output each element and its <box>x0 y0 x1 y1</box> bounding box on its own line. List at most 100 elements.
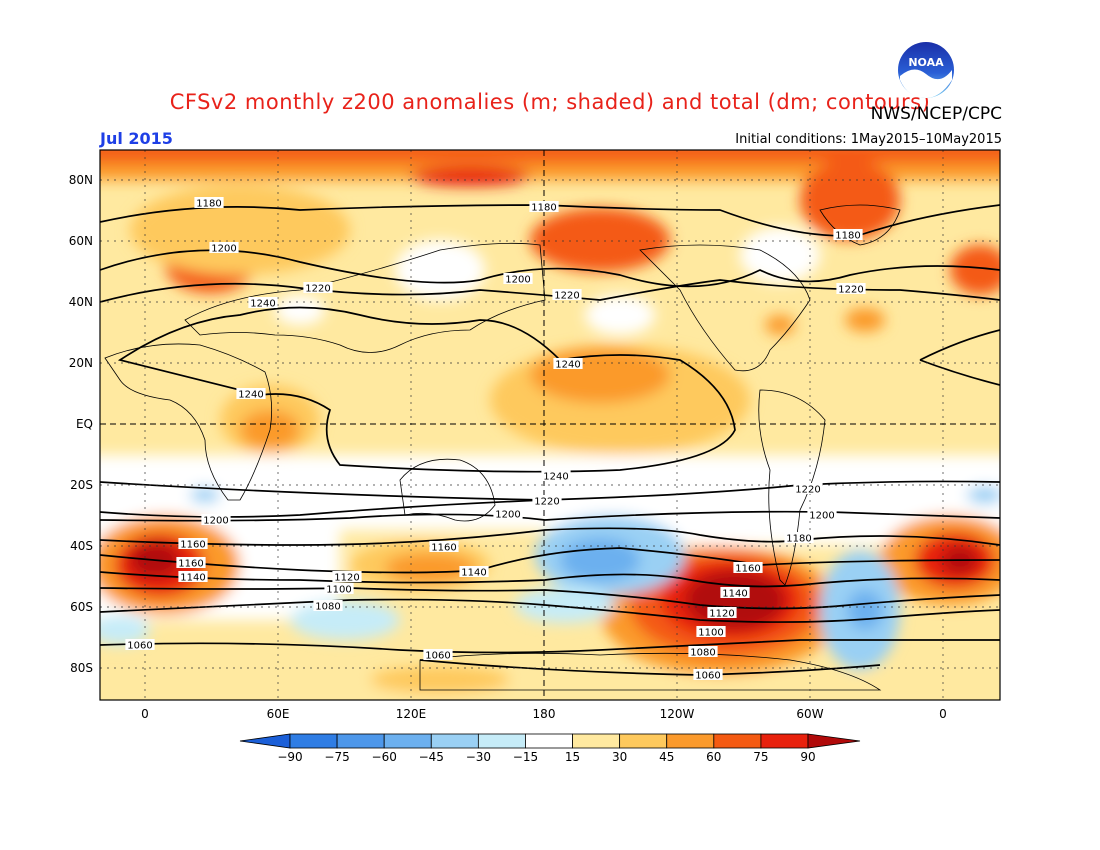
svg-text:1240: 1240 <box>238 390 263 401</box>
contour-label: 1200 <box>503 273 533 286</box>
colorbar-swatch <box>572 733 621 749</box>
contour-label: 1120 <box>707 607 737 620</box>
contour-label: 1160 <box>178 538 208 551</box>
svg-text:1240: 1240 <box>555 360 580 371</box>
colorbar-label: −15 <box>513 750 538 764</box>
lon-label: 60E <box>267 707 290 721</box>
height-contours <box>100 204 1000 676</box>
svg-text:1160: 1160 <box>178 559 203 570</box>
svg-text:1240: 1240 <box>543 472 568 483</box>
svg-text:1060: 1060 <box>425 651 450 662</box>
contour-label: 1240 <box>236 388 266 401</box>
contour-label: 1220 <box>793 483 823 496</box>
colorbar-label: 30 <box>612 750 627 764</box>
svg-text:1120: 1120 <box>709 609 734 620</box>
lon-label: 120W <box>660 707 695 721</box>
lat-label: 20S <box>70 478 93 492</box>
svg-text:1240: 1240 <box>250 299 275 310</box>
colorbar-label: 60 <box>706 750 721 764</box>
noaa-logo: NOAA <box>898 42 954 98</box>
colorbar-swatch <box>619 733 668 749</box>
contour-label: 1160 <box>176 557 206 570</box>
colorbar-label: −60 <box>372 750 397 764</box>
colorbar-label: 15 <box>565 750 580 764</box>
lon-label: 0 <box>939 707 947 721</box>
contour-label: 1220 <box>532 495 562 508</box>
svg-text:1220: 1220 <box>305 284 330 295</box>
contour-label: 1120 <box>332 571 362 584</box>
contour-label: 1200 <box>807 509 837 522</box>
svg-text:1220: 1220 <box>838 285 863 296</box>
colorbar-swatch <box>477 733 526 749</box>
contour-label: 1140 <box>459 566 489 579</box>
contour-label: 1240 <box>553 358 583 371</box>
contour-label: 1180 <box>529 201 559 214</box>
svg-text:1100: 1100 <box>326 585 351 596</box>
contour-label: 1240 <box>541 470 571 483</box>
svg-text:1180: 1180 <box>531 203 556 214</box>
svg-text:1140: 1140 <box>180 573 205 584</box>
colorbar-label: −45 <box>419 750 444 764</box>
colorbar-left-arrow <box>239 733 291 749</box>
svg-text:1060: 1060 <box>127 641 152 652</box>
svg-text:1220: 1220 <box>554 291 579 302</box>
contour-label: 1140 <box>720 587 750 600</box>
colorbar-label: 90 <box>800 750 815 764</box>
svg-text:1140: 1140 <box>461 568 486 579</box>
contour-label: 1180 <box>194 197 224 210</box>
contour-label: 1200 <box>201 514 231 527</box>
lat-label: 20N <box>69 356 93 370</box>
longitude-labels: 0 60E 120E 180 120W 60W 0 <box>141 707 947 721</box>
equator-dateline <box>100 150 1000 700</box>
svg-text:1160: 1160 <box>431 543 456 554</box>
colorbar-swatch <box>525 733 573 749</box>
svg-text:1180: 1180 <box>196 199 221 210</box>
svg-text:1200: 1200 <box>809 511 834 522</box>
graticule <box>100 150 1000 700</box>
colorbar-label: −30 <box>466 750 491 764</box>
contour-label: 1180 <box>784 532 814 545</box>
contour-label: 1100 <box>324 583 354 596</box>
colorbar-label: −75 <box>324 750 349 764</box>
contour-label: 1200 <box>493 508 523 521</box>
lat-label: 40S <box>70 539 93 553</box>
contour-label: 1080 <box>688 646 718 659</box>
lat-label: 80N <box>69 173 93 187</box>
colorbar-swatch <box>760 733 809 749</box>
map-frame <box>99 149 1001 701</box>
svg-text:1200: 1200 <box>495 510 520 521</box>
contour-label: 1160 <box>733 562 763 575</box>
colorbar-swatch <box>430 733 479 749</box>
lon-label: 60W <box>796 707 823 721</box>
svg-text:1060: 1060 <box>695 671 720 682</box>
forecast-month: Jul 2015 <box>100 129 173 148</box>
contour-label: 1160 <box>429 541 459 554</box>
colorbar-label: −90 <box>277 750 302 764</box>
lat-label: 40N <box>69 295 93 309</box>
svg-text:1220: 1220 <box>795 485 820 496</box>
svg-text:1080: 1080 <box>690 648 715 659</box>
noaa-logo-text: NOAA <box>908 56 944 69</box>
colorbar-label: 75 <box>753 750 768 764</box>
contour-label: 1080 <box>313 600 343 613</box>
lon-label: 0 <box>141 707 149 721</box>
colorbar-label: 45 <box>659 750 674 764</box>
colorbar-swatch <box>713 733 762 749</box>
svg-text:1200: 1200 <box>203 516 228 527</box>
lat-label: 60N <box>69 234 93 248</box>
svg-text:1100: 1100 <box>698 628 723 639</box>
contour-label: 1220 <box>552 289 582 302</box>
contour-label: 1220 <box>836 283 866 296</box>
lat-label: 80S <box>70 661 93 675</box>
colorbar <box>239 733 861 749</box>
lat-label: 60S <box>70 600 93 614</box>
lon-label: 180 <box>533 707 556 721</box>
contour-label: 1200 <box>209 242 239 255</box>
svg-text:1080: 1080 <box>315 602 340 613</box>
svg-text:1140: 1140 <box>722 589 747 600</box>
colorbar-swatch <box>383 733 432 749</box>
contour-label: 1060 <box>125 639 155 652</box>
svg-text:1120: 1120 <box>334 573 359 584</box>
initial-conditions: Initial conditions: 1May2015–10May2015 <box>735 132 1002 147</box>
